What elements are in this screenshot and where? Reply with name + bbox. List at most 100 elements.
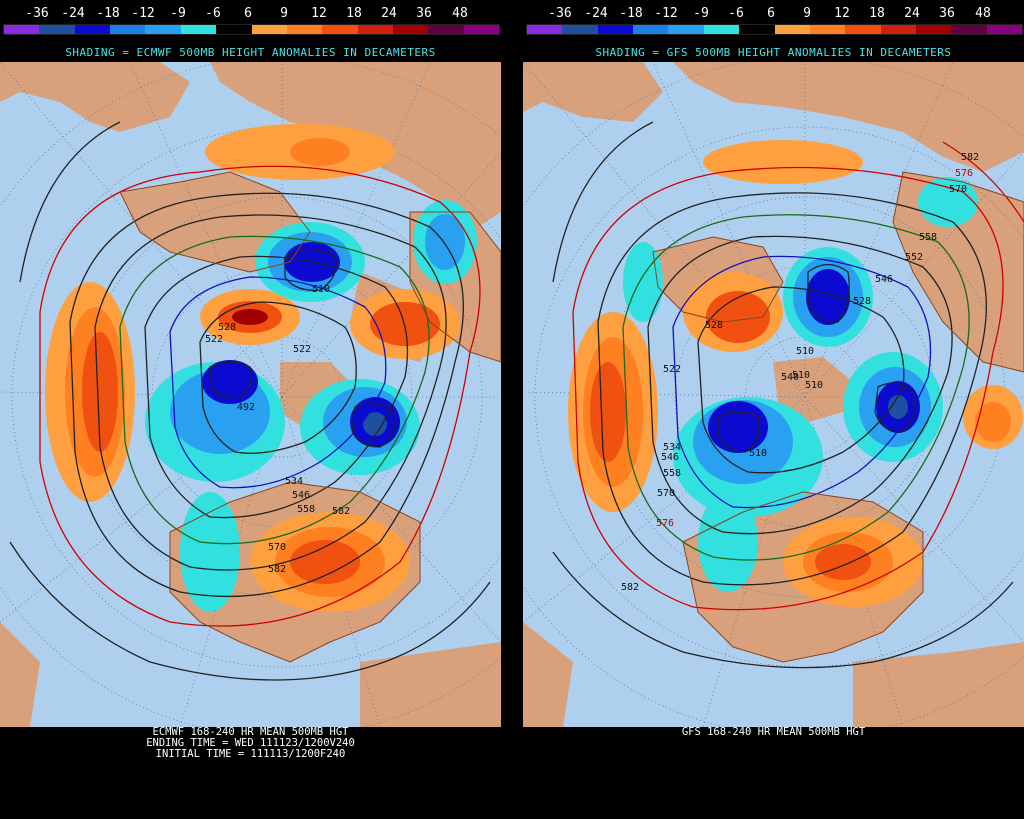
colorbar-swatch [668,25,704,34]
contour-label: 552 [905,252,923,263]
colorbar-tick: -24 [584,6,608,21]
colorbar-swatch [597,25,634,34]
contour-label: 576 [955,168,973,179]
colorbar-swatch [845,25,881,34]
colorbar-swatch [110,25,146,34]
contour-label: 510 [749,448,767,459]
colorbar-ticks: -36 -24 -18 -12 -9 -6 6 9 12 18 24 36 48 [523,5,1024,23]
colorbar-tick: 9 [280,6,288,21]
colorbar-tick: 12 [834,6,850,21]
contour-label: 546 [875,274,893,285]
shading-title: SHADING = GFS 500MB HEIGHT ANOMALIES IN … [595,46,952,59]
colorbar-swatch [286,25,323,34]
height-contours [9,121,491,681]
map-caption: GFS 168-240 HR MEAN 500MB HGT [523,727,1024,738]
contour-label: 534 [285,476,303,487]
caption-line: GFS 168-240 HR MEAN 500MB HGT [681,726,866,738]
colorbar-tick: 12 [311,6,327,21]
colorbar-tick: 6 [767,6,775,21]
colorbar-tick: -9 [170,6,186,21]
contour-label: 492 [237,402,255,413]
colorbar-tick: -9 [693,6,709,21]
colorbar-swatch [216,25,252,34]
colorbar-swatch [562,25,598,34]
colorbar [3,24,500,35]
contour-label: 528 [705,320,723,331]
caption-line: INITIAL TIME = 111113/1200F240 [155,748,346,760]
colorbar-tick: 18 [346,6,362,21]
gfs-map: 582 576 570 558 546 528 510 540 522 534 … [523,62,1024,727]
positive-anomalies [45,124,460,612]
colorbar-tick: -36 [25,6,49,21]
colorbar-swatch [915,25,952,34]
ecmwf-panel: -36 -24 -18 -12 -9 -6 6 9 12 18 24 36 48… [0,0,501,819]
colorbar-tick: -12 [131,6,155,21]
contour-labels: 510 528 522 522 492 534 546 558 570 582 … [205,284,350,575]
colorbar-tick: -6 [205,6,221,21]
colorbar-swatch [880,25,916,34]
colorbar-tick: 18 [869,6,885,21]
colorbar [526,24,1023,35]
colorbar-swatch [357,25,393,34]
contour-label: 528 [853,296,871,307]
coastlines [652,171,1024,663]
contour-label: 546 [661,452,679,463]
colorbar-swatch [463,25,500,34]
colorbar-tick: -12 [654,6,678,21]
colorbar-tick: -18 [619,6,643,21]
colorbar-swatch [951,25,987,34]
colorbar-swatch [322,25,358,34]
colorbar-tick: 48 [975,6,991,21]
contour-label: 576 [656,518,674,529]
colorbar-tick: 36 [416,6,432,21]
contour-label: 570 [268,542,286,553]
contour-label: 510 [792,370,810,381]
contour-label: 510 [312,284,330,295]
height-contours [552,121,1024,669]
colorbar-tick: 9 [803,6,811,21]
colorbar-tick: 24 [904,6,920,21]
contour-label: 522 [663,364,681,375]
contour-label: 570 [657,488,675,499]
colorbar-swatch [527,25,563,34]
contour-label: 522 [293,344,311,355]
contour-label: 582 [621,582,639,593]
colorbar-tick: 6 [244,6,252,21]
contour-label: 522 [205,334,223,345]
colorbar-swatch [251,25,287,34]
caption-line: ECMWF 168-240 HR MEAN 500MB HGT [152,726,349,738]
colorbar-tick: -36 [548,6,572,21]
ecmwf-map: 510 528 522 522 492 534 546 558 570 582 … [0,62,501,727]
colorbar-swatch [145,25,181,34]
colorbar-tick: 48 [452,6,468,21]
contour-label: 510 [796,346,814,357]
colorbar-swatch [809,25,846,34]
coastlines [119,171,501,663]
contour-label: 582 [961,152,979,163]
contour-label: 558 [663,468,681,479]
contour-label: 534 [663,442,681,453]
contour-label: 582 [268,564,286,575]
colorbar-swatch [986,25,1023,34]
gfs-panel: -36 -24 -18 -12 -9 -6 6 9 12 18 24 36 48… [523,0,1024,819]
contour-label: 540 [781,372,799,383]
colorbar-swatch [703,25,740,34]
colorbar-swatch [39,25,75,34]
colorbar-tick: -24 [61,6,85,21]
positive-anomalies [568,140,1023,607]
colorbar-swatch [739,25,775,34]
panel-divider [501,0,523,819]
contour-label: 570 [949,184,967,195]
contour-label: 558 [919,232,937,243]
map-caption: ECMWF 168-240 HR MEAN 500MB HGT ENDING T… [0,727,501,760]
colorbar-tick: -18 [96,6,120,21]
contour-labels: 582 576 570 558 546 528 510 540 522 534 … [621,152,979,593]
colorbar-swatch [392,25,429,34]
colorbar-swatch [774,25,810,34]
colorbar-ticks: -36 -24 -18 -12 -9 -6 6 9 12 18 24 36 48 [0,5,501,23]
colorbar-tick: 24 [381,6,397,21]
shading-title: SHADING = ECMWF 500MB HEIGHT ANOMALIES I… [65,46,436,59]
colorbar-swatch [633,25,669,34]
colorbar-swatch [180,25,217,34]
contour-label: 582 [332,506,350,517]
